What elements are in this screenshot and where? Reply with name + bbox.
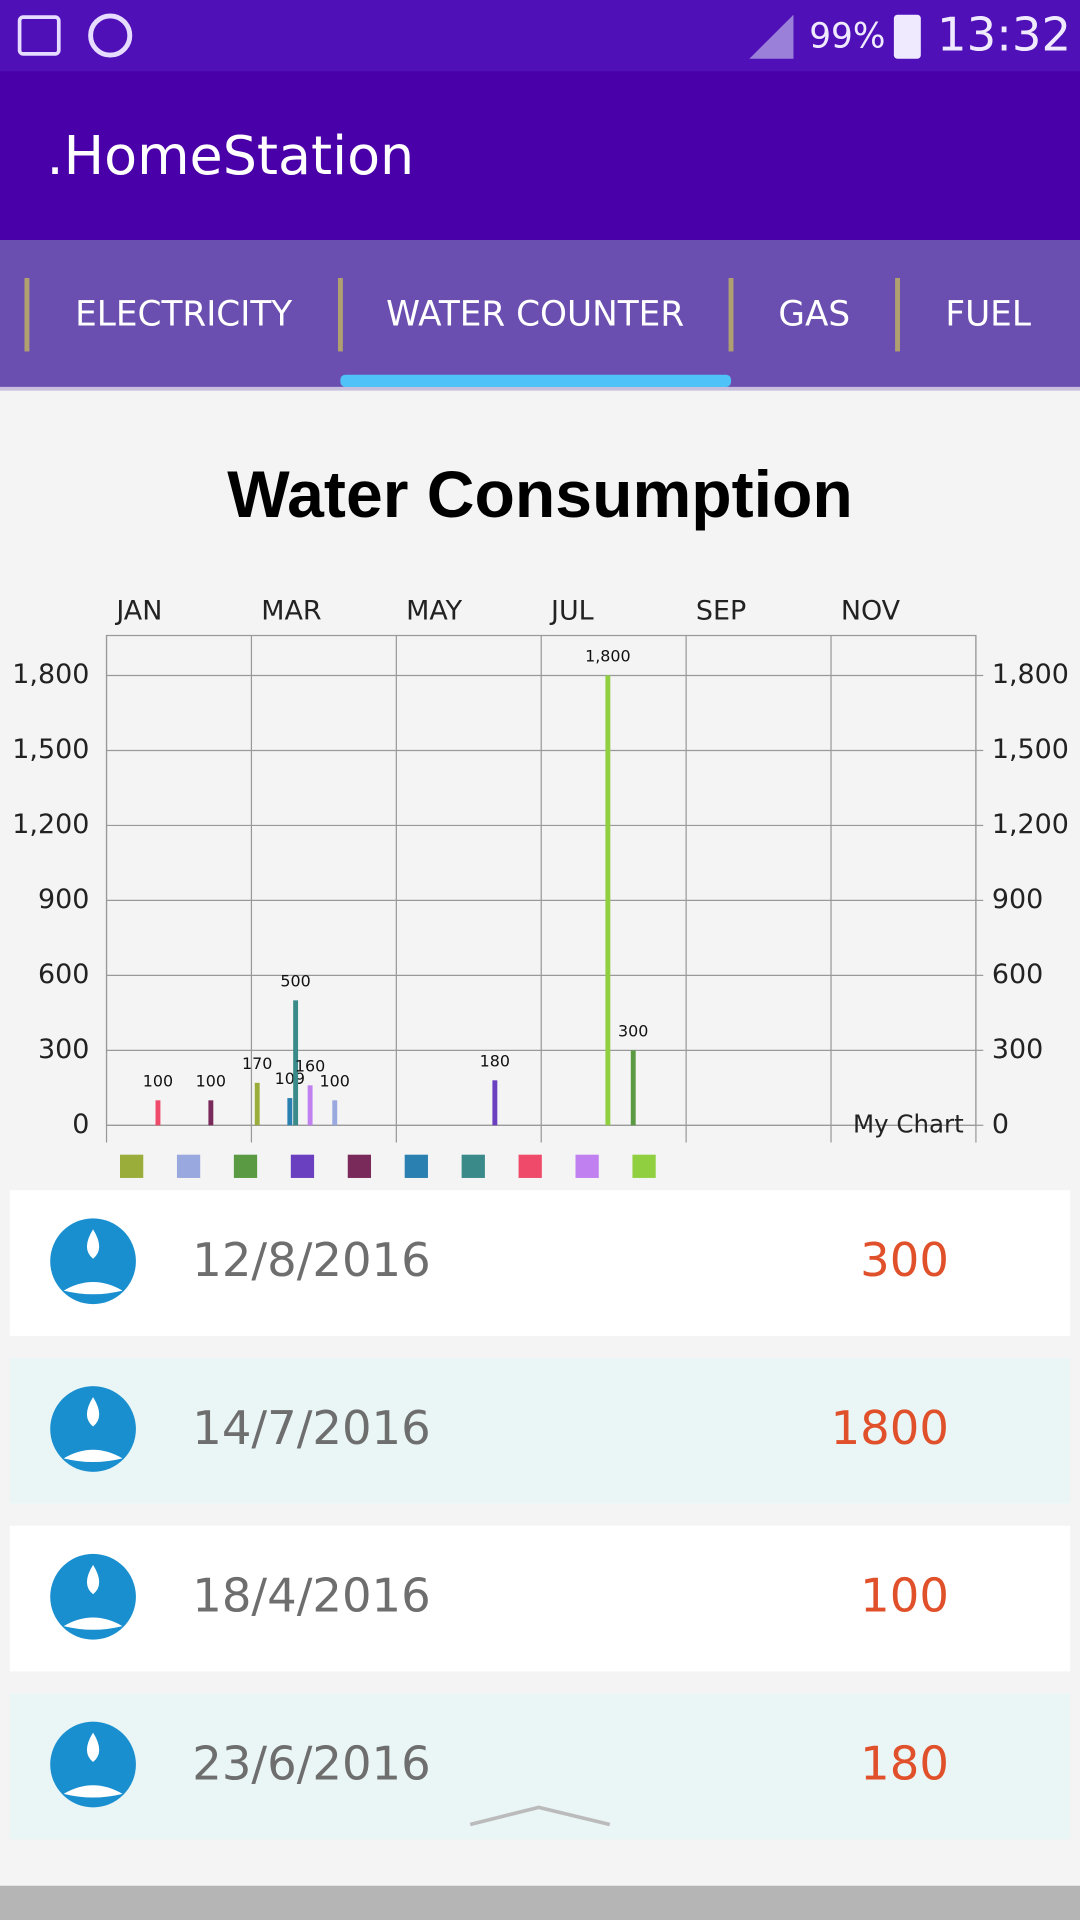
- legend-swatch: [290, 1154, 315, 1178]
- bar: [307, 1085, 313, 1126]
- data-label: 1,800: [585, 647, 631, 666]
- tab[interactable]: ELECTRICITY: [75, 294, 292, 334]
- entry-date: 14/7/2016: [192, 1401, 431, 1455]
- legend-swatch: [176, 1154, 201, 1178]
- water-icon: [50, 1386, 136, 1472]
- y-tick-label: 300: [38, 1034, 89, 1065]
- data-label: 300: [618, 1021, 648, 1040]
- entry-card[interactable]: [9, 1693, 1071, 1840]
- y2-tick-label: 1,800: [992, 659, 1069, 690]
- y-tick-label: 1,500: [12, 734, 89, 765]
- tabs: ELECTRICITY WATER COUNTER GAS FUEL: [24, 277, 1031, 387]
- entry-list: 12/8/2016 300 14/7/2016 1800 18/4/2016 100 23/…: [9, 1190, 1071, 1840]
- entry-card[interactable]: [9, 1525, 1071, 1672]
- bottom-overlay: [0, 1885, 1080, 1920]
- data-label: 160: [295, 1056, 325, 1075]
- legend-swatch: [233, 1154, 258, 1178]
- data-label: 100: [320, 1071, 350, 1090]
- y-tick-label: 600: [38, 959, 89, 990]
- y2-tick-label: 0: [992, 1109, 1009, 1140]
- bar: [630, 1050, 636, 1126]
- sync-icon: [88, 13, 133, 58]
- battery-percent: 99%: [809, 16, 885, 56]
- x-tick-label: SEP: [696, 596, 746, 627]
- tab[interactable]: FUEL: [945, 294, 1031, 334]
- y-tick-label: 0: [72, 1109, 89, 1140]
- chart-title: Water Consumption: [227, 458, 853, 532]
- chart-annotation: My Chart: [853, 1109, 964, 1138]
- scroll-chevron[interactable]: [469, 1805, 611, 1827]
- bar: [208, 1100, 214, 1126]
- x-tick-label: MAY: [406, 596, 463, 627]
- data-label: 100: [143, 1071, 173, 1090]
- y-tick-label: 900: [38, 884, 89, 915]
- entry-card[interactable]: [9, 1190, 1071, 1336]
- entry-card[interactable]: [9, 1357, 1071, 1504]
- signal-icon: [749, 14, 794, 59]
- water-drop: [63, 1229, 123, 1295]
- tab-indicator: [340, 374, 732, 387]
- water-icon: [50, 1721, 136, 1808]
- x-tick-label: MAR: [261, 596, 321, 627]
- water-drop: [63, 1397, 123, 1463]
- entry-date: 23/6/2016: [192, 1736, 431, 1790]
- bar: [287, 1098, 293, 1126]
- water-drop: [63, 1732, 123, 1798]
- entry-value: 1800: [831, 1401, 949, 1455]
- tab-separator: [24, 277, 30, 352]
- entry-value: 180: [860, 1736, 949, 1790]
- bar: [155, 1100, 161, 1126]
- water-drop: [63, 1564, 123, 1630]
- bar: [293, 1000, 299, 1126]
- tab-separator: [337, 277, 343, 352]
- y2-tick-label: 1,500: [992, 734, 1069, 765]
- data-label: 170: [242, 1054, 272, 1073]
- bar: [254, 1082, 260, 1126]
- data-label: 500: [280, 971, 310, 990]
- legend-swatch: [575, 1154, 599, 1178]
- y-tick-label: 1,800: [12, 659, 89, 690]
- y2-tick-label: 900: [992, 884, 1043, 915]
- tab-separator: [728, 277, 734, 352]
- y2-tick-label: 1,200: [992, 809, 1069, 840]
- chart: JAN MAR MAY JUL SEP NOV 0 300 600 900 1,200 1,500 1,…: [12, 596, 1069, 1178]
- tab[interactable]: WATER COUNTER: [386, 294, 684, 334]
- battery-icon: [893, 14, 921, 59]
- legend-swatch: [347, 1154, 372, 1178]
- legend-swatch: [632, 1154, 656, 1178]
- legend-swatch: [461, 1154, 485, 1178]
- gallery-icon: [17, 15, 61, 56]
- x-tick-label: JAN: [114, 596, 162, 627]
- clock: 13:32: [937, 7, 1071, 61]
- y-tick-label: 1,200: [12, 809, 89, 840]
- x-tick-label: NOV: [841, 596, 901, 627]
- legend-swatch: [120, 1154, 144, 1178]
- data-label: 100: [196, 1071, 226, 1090]
- tab-separator: [895, 277, 900, 352]
- entry-date: 18/4/2016: [192, 1569, 431, 1623]
- legend-swatch: [404, 1154, 428, 1178]
- y2-tick-label: 300: [992, 1034, 1043, 1065]
- water-icon: [50, 1218, 136, 1305]
- entry-date: 12/8/2016: [192, 1233, 431, 1287]
- data-label: 180: [480, 1051, 510, 1070]
- bar: [605, 675, 611, 1126]
- y2-tick-label: 600: [992, 959, 1043, 990]
- entry-value: 300: [860, 1233, 949, 1287]
- tab-divider: [0, 386, 1080, 391]
- bar: [492, 1080, 498, 1126]
- tab[interactable]: GAS: [778, 294, 850, 334]
- app-bar: [0, 71, 1080, 240]
- bar: [332, 1100, 338, 1126]
- x-tick-label: JUL: [549, 596, 594, 627]
- legend-swatch: [518, 1154, 542, 1178]
- water-icon: [50, 1553, 136, 1640]
- app-title: .HomeStation: [47, 124, 415, 187]
- entry-value: 100: [860, 1569, 949, 1623]
